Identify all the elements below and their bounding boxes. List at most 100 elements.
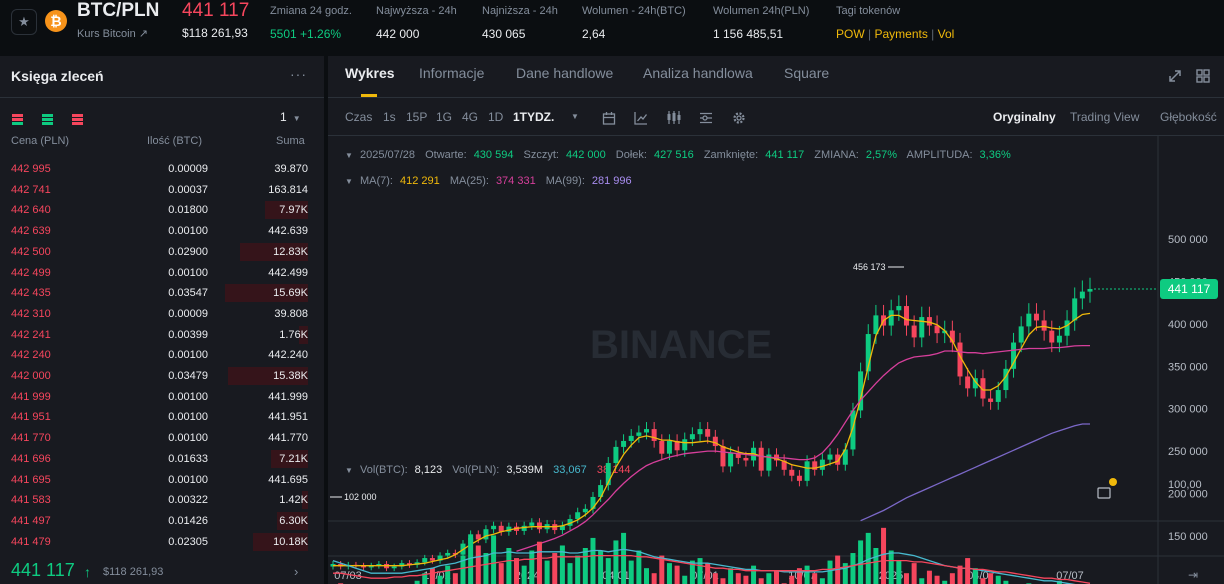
ask-price: 442 241 xyxy=(11,328,51,341)
min-price-label: 102 000 xyxy=(344,492,377,502)
ask-row[interactable]: 441 696 0.01633 7.21K xyxy=(0,449,324,469)
star-icon[interactable]: ★ xyxy=(11,9,37,35)
tab-info[interactable]: Informacje xyxy=(419,65,485,81)
candle-body xyxy=(720,446,726,467)
volume-bar xyxy=(865,532,871,584)
chart-panel: Wykres Informacje Dane handlowe Analiza … xyxy=(328,56,1224,584)
ask-row[interactable]: 442 995 0.00009 39.870 xyxy=(0,159,324,179)
tag-vol[interactable]: Vol xyxy=(937,27,955,41)
volume-bar xyxy=(483,553,489,584)
interval-15m[interactable]: 15P xyxy=(406,110,428,124)
ask-sum: 39.870 xyxy=(274,163,308,175)
vol-pln-label: Vol(PLN): xyxy=(452,464,500,476)
ask-row[interactable]: 442 000 0.03479 15.38K xyxy=(0,366,324,386)
candle-body xyxy=(567,519,573,526)
interval-1w[interactable]: 1TYDZ. xyxy=(513,110,555,124)
ask-row[interactable]: 442 640 0.01800 7.97K xyxy=(0,200,324,220)
ask-row[interactable]: 442 241 0.00399 1.76K xyxy=(0,325,324,345)
layout-grid-icon[interactable] xyxy=(1196,69,1210,83)
interval-1d[interactable]: 1D xyxy=(488,110,504,124)
candle-body xyxy=(1072,298,1078,321)
candle-body xyxy=(628,435,634,441)
ask-row[interactable]: 442 310 0.00009 39.808 xyxy=(0,304,324,324)
candle-body xyxy=(613,446,619,464)
volume-bar xyxy=(957,565,963,584)
ask-row[interactable]: 441 951 0.00100 441.951 xyxy=(0,407,324,427)
expand-icon[interactable] xyxy=(1168,69,1182,83)
y-tick-label: 200 000 xyxy=(1168,489,1208,501)
tag-pow[interactable]: POW xyxy=(836,27,865,41)
ask-row[interactable]: 441 770 0.00100 441.770 xyxy=(0,428,324,448)
depth-bar xyxy=(271,449,308,468)
ask-row[interactable]: 442 435 0.03547 15.69K xyxy=(0,283,324,303)
coin-info-link[interactable]: Kurs Bitcoin ↗ xyxy=(77,28,148,40)
ask-price: 441 999 xyxy=(11,390,51,403)
vol-pln-value: 3,539M xyxy=(506,464,544,476)
tab-trading-data[interactable]: Dane handlowe xyxy=(516,65,614,81)
candle-body xyxy=(575,512,581,520)
ask-row[interactable]: 442 639 0.00100 442.639 xyxy=(0,221,324,241)
candle-body xyxy=(842,449,848,465)
tab-trading-analysis[interactable]: Analiza handlowa xyxy=(643,65,753,81)
drawing-tools-icon[interactable] xyxy=(699,111,713,125)
tab-chart[interactable]: Wykres xyxy=(345,65,395,81)
candle-body xyxy=(429,558,435,561)
volume-bar xyxy=(705,563,711,584)
ask-row[interactable]: 441 497 0.01426 6.30K xyxy=(0,511,324,531)
more-options-icon[interactable]: ··· xyxy=(290,66,307,82)
tab-square[interactable]: Square xyxy=(784,65,830,81)
interval-4h[interactable]: 4G xyxy=(462,110,479,124)
view-bids-icon[interactable] xyxy=(42,114,53,125)
interval-1h[interactable]: 1G xyxy=(436,110,453,124)
volume-bar xyxy=(965,558,971,584)
view-depth[interactable]: Głębokość xyxy=(1160,110,1217,124)
ask-sum: 1.42K xyxy=(279,494,308,507)
volume-bar xyxy=(651,573,657,584)
view-tradingview[interactable]: Trading View xyxy=(1070,110,1140,124)
view-original[interactable]: Oryginalny xyxy=(993,110,1056,124)
ask-sum: 6.30K xyxy=(279,514,308,527)
view-asks-icon[interactable] xyxy=(72,114,83,125)
notification-dot xyxy=(1109,478,1117,486)
candles-icon[interactable] xyxy=(666,110,682,125)
tag-payments[interactable]: Payments xyxy=(874,27,928,41)
interval-1s[interactable]: 1s xyxy=(383,110,396,124)
volume-bar xyxy=(674,565,680,584)
ask-row[interactable]: 442 499 0.00100 442.499 xyxy=(0,263,324,283)
indicators-icon[interactable] xyxy=(634,111,648,125)
ask-sum: 442.499 xyxy=(268,266,308,279)
ask-row[interactable]: 442 500 0.02900 12.83K xyxy=(0,242,324,262)
precision-select[interactable]: 1 ▼ xyxy=(280,110,301,124)
candle-body xyxy=(559,525,565,531)
ask-row[interactable]: 441 479 0.02305 10.18K xyxy=(0,532,324,552)
ask-row[interactable]: 441 999 0.00100 441.999 xyxy=(0,387,324,407)
interval-more-chevron-icon[interactable]: ▼ xyxy=(571,112,579,121)
volume-bar xyxy=(934,575,940,584)
candle-body xyxy=(1033,313,1039,321)
view-both-icon[interactable] xyxy=(12,114,23,125)
chevron-right-icon[interactable]: › xyxy=(294,564,299,579)
stat-label: Najwyższa - 24h xyxy=(376,5,457,17)
collapse-caret-icon[interactable]: ▼ xyxy=(345,466,353,475)
volume-bar xyxy=(858,540,864,584)
candle-body xyxy=(598,485,604,497)
volume-bar xyxy=(988,573,994,584)
y-tick-label: 150 000 xyxy=(1168,531,1208,543)
stat-value: 430 065 xyxy=(482,27,526,41)
calendar-icon[interactable] xyxy=(602,111,616,125)
gear-icon[interactable] xyxy=(732,111,746,125)
candle-body xyxy=(437,555,443,561)
ask-row[interactable]: 442 240 0.00100 442.240 xyxy=(0,345,324,365)
ask-row[interactable]: 441 583 0.00322 1.42K xyxy=(0,490,324,510)
candle-body xyxy=(697,429,703,435)
candle-body xyxy=(911,325,917,338)
y-tick-label: 250 000 xyxy=(1168,446,1208,458)
ask-row[interactable]: 442 741 0.00037 163.814 xyxy=(0,180,324,200)
collapse-caret-icon[interactable]: ▼ xyxy=(345,177,353,186)
candle-body xyxy=(1056,335,1062,343)
pair-title[interactable]: BTC/PLN xyxy=(77,0,160,21)
collapse-caret-icon[interactable]: ▼ xyxy=(345,151,353,160)
ma99-label: MA(99): xyxy=(545,175,585,187)
ask-row[interactable]: 441 695 0.00100 441.695 xyxy=(0,470,324,490)
